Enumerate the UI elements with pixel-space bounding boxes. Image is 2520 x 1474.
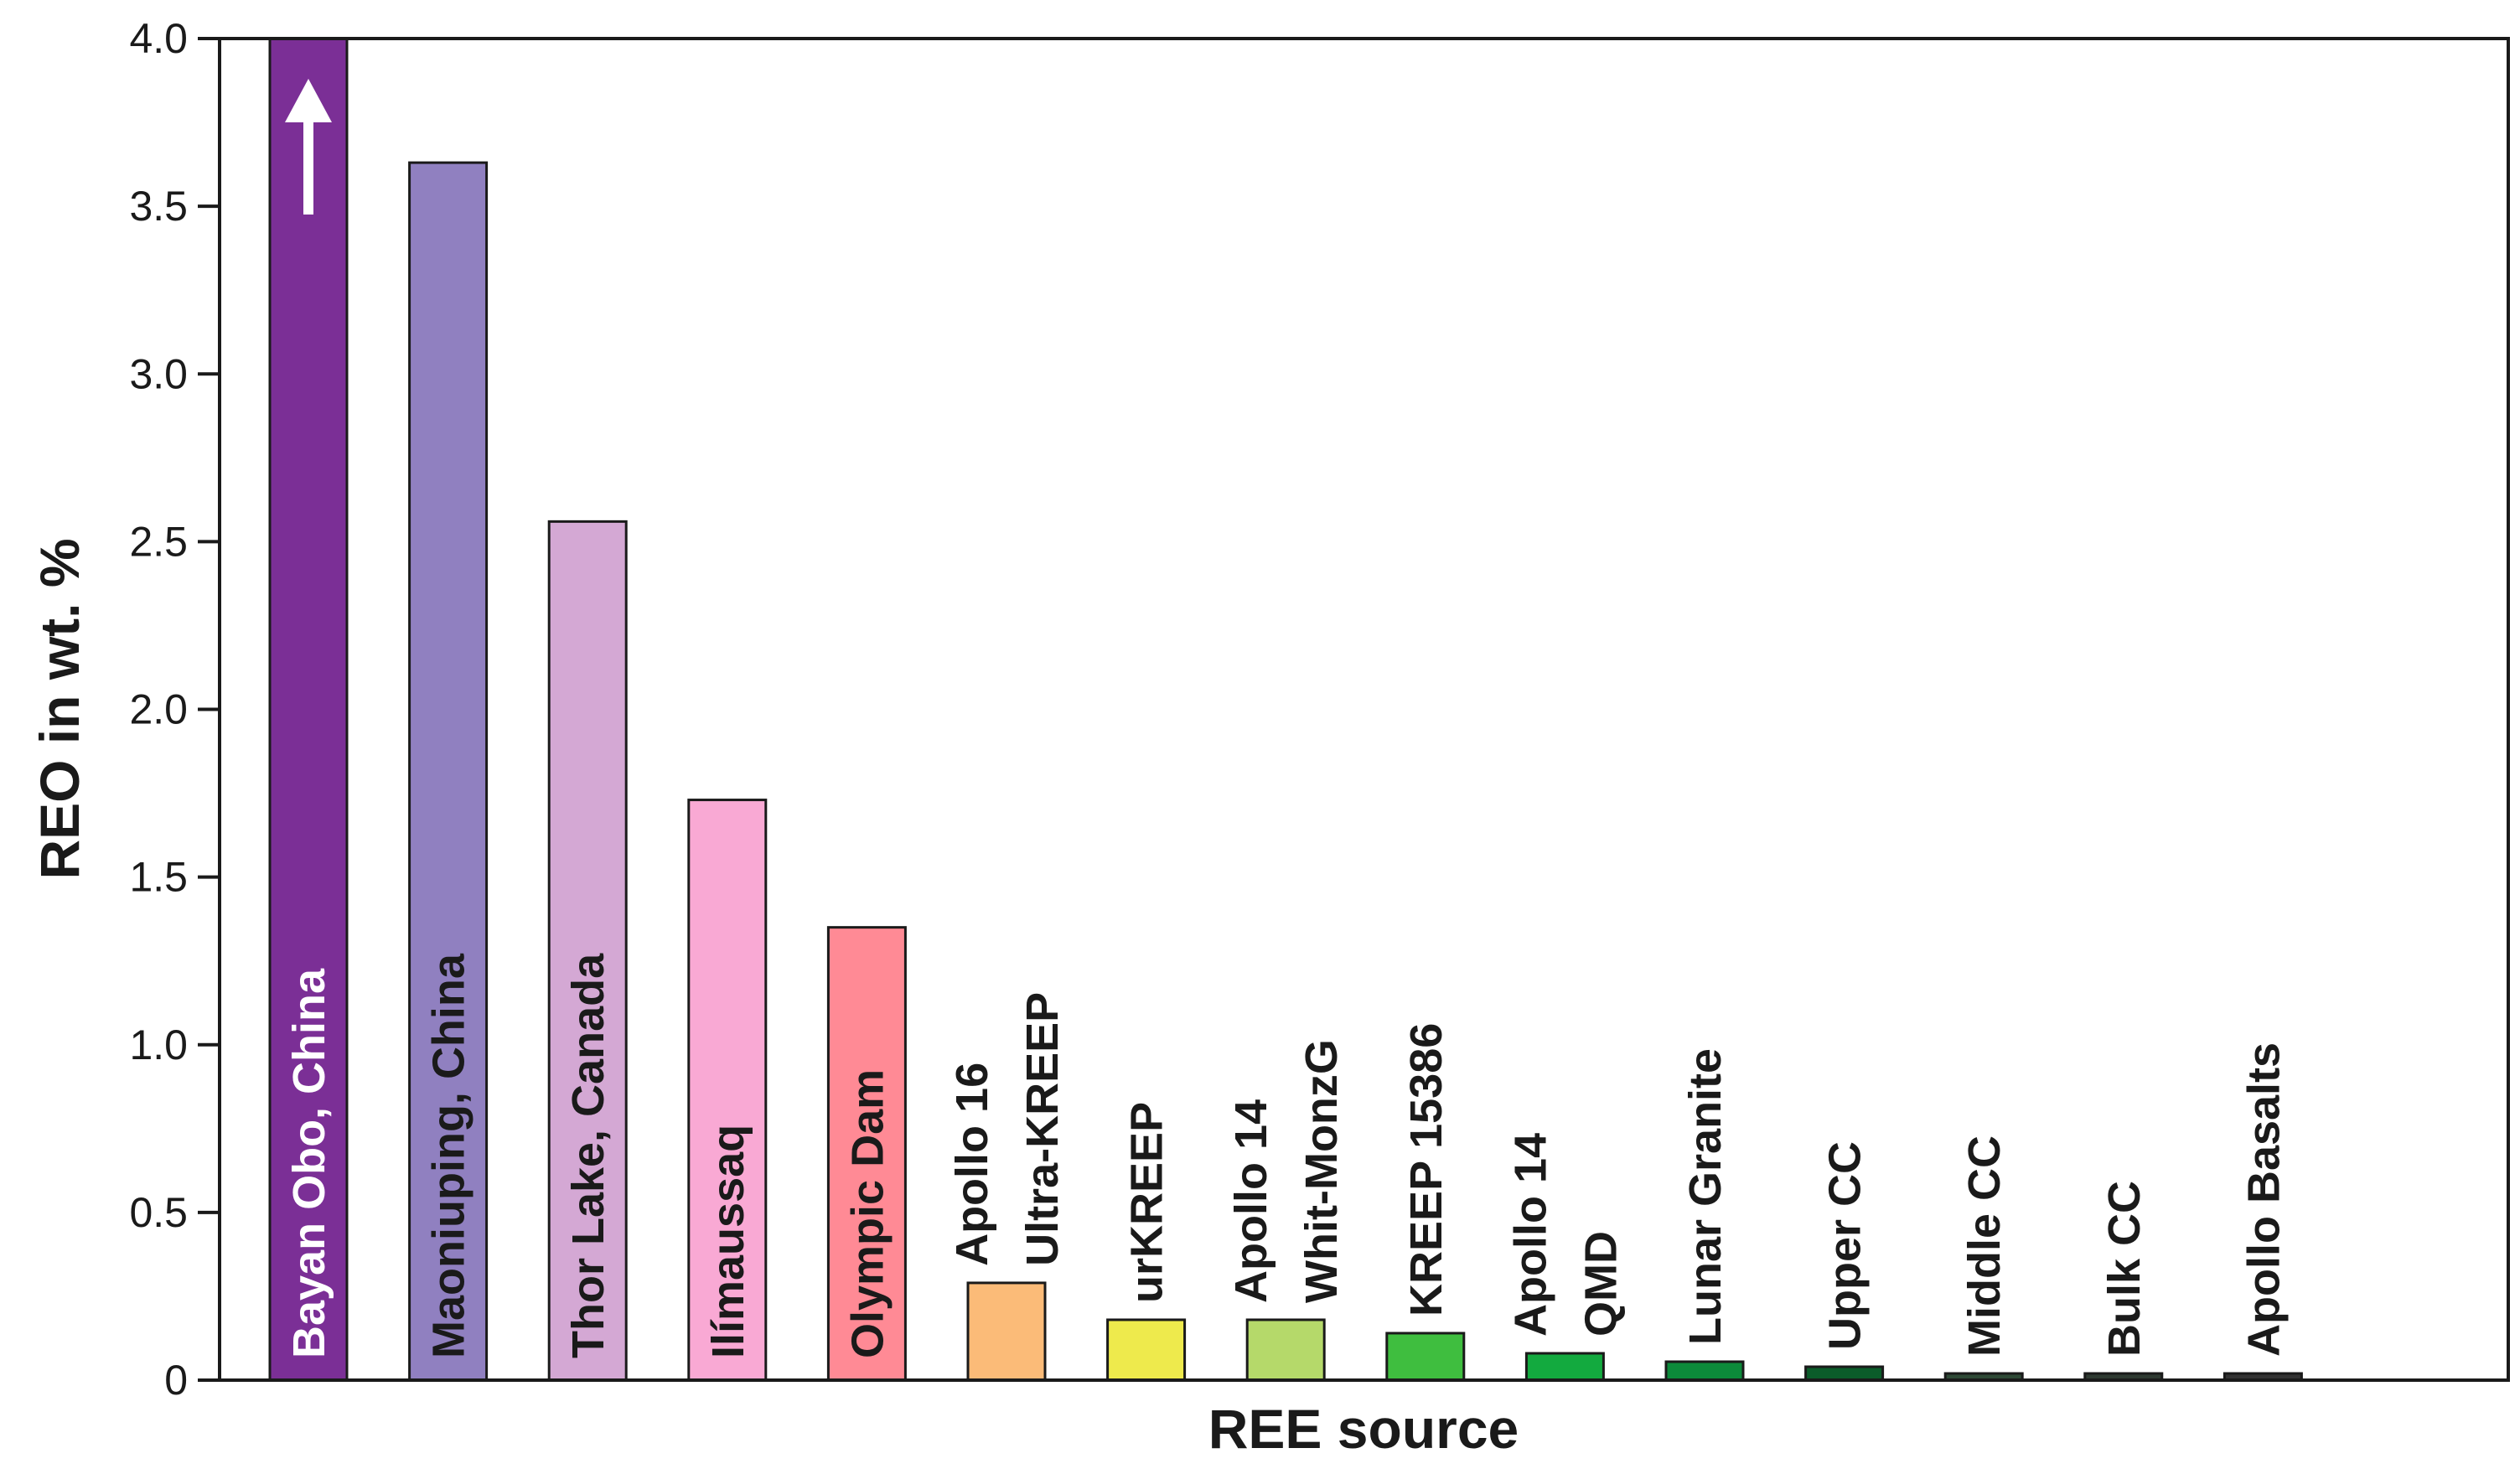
bar (1804, 1365, 1885, 1382)
bar-label: urKREEP (1122, 1102, 1172, 1303)
y-axis: 0 0.5 1.0 1.5 2.0 2.5 3.0 3.5 4.0 (129, 15, 220, 1404)
y-tick-label: 0 (164, 1357, 188, 1404)
x-axis-title: REE source (1208, 1398, 1519, 1460)
plot-frame (218, 37, 2510, 1382)
bar-label: Olympic Dam (842, 1069, 893, 1358)
bar-label: Ultra-KREEP (1017, 992, 1068, 1266)
bar-label: Apollo 14 (1226, 1099, 1276, 1303)
bar-label: Apollo 14 (1505, 1133, 1555, 1337)
bar-label: Ilímaussaq (703, 1125, 753, 1358)
bar-label: Thor Lake, Canada (563, 953, 613, 1358)
y-tick-label: 1.5 (129, 854, 188, 901)
bar-label: Lunar Granite (1680, 1048, 1731, 1345)
bar-label: QMD (1576, 1231, 1626, 1337)
bar (966, 1281, 1047, 1382)
y-tick-label: 2.5 (129, 518, 188, 565)
bar (268, 37, 349, 1382)
bar-label: Bayan Obo, China (284, 968, 334, 1358)
y-tick-label: 3.0 (129, 350, 188, 397)
bars (268, 37, 2303, 1382)
bar (408, 161, 489, 1382)
bar-label: KREEP 15386 (1401, 1023, 1451, 1316)
bar-label: Maoniuping, China (424, 953, 474, 1358)
arrow-up-icon (285, 79, 332, 215)
bar-label: Middle CC (1959, 1135, 2010, 1357)
bar (687, 799, 768, 1382)
y-tick-label: 2.0 (129, 686, 188, 733)
bar-label: Whit-MonzG (1296, 1039, 1347, 1303)
bar (1385, 1332, 1466, 1382)
y-tick-label: 4.0 (129, 15, 188, 62)
y-tick-label: 3.5 (129, 183, 188, 230)
y-tick-label: 0.5 (129, 1189, 188, 1236)
bar-label: Apollo Basalts (2238, 1042, 2289, 1357)
bar-labels: Bayan Obo, China Maoniuping, China Thor La… (284, 953, 2289, 1358)
bar-label: Upper CC (1820, 1141, 1871, 1350)
bar (1245, 1318, 1326, 1382)
y-axis-title: REO in wt. % (28, 538, 91, 879)
bar-label: Bulk CC (2099, 1181, 2150, 1357)
bar (1524, 1352, 1605, 1382)
y-tick-label: 1.0 (129, 1021, 188, 1068)
bar (547, 520, 628, 1382)
bar-label: Apollo 16 (947, 1063, 997, 1266)
bar (1106, 1318, 1187, 1382)
bar (826, 926, 907, 1382)
bar (1664, 1360, 1745, 1382)
